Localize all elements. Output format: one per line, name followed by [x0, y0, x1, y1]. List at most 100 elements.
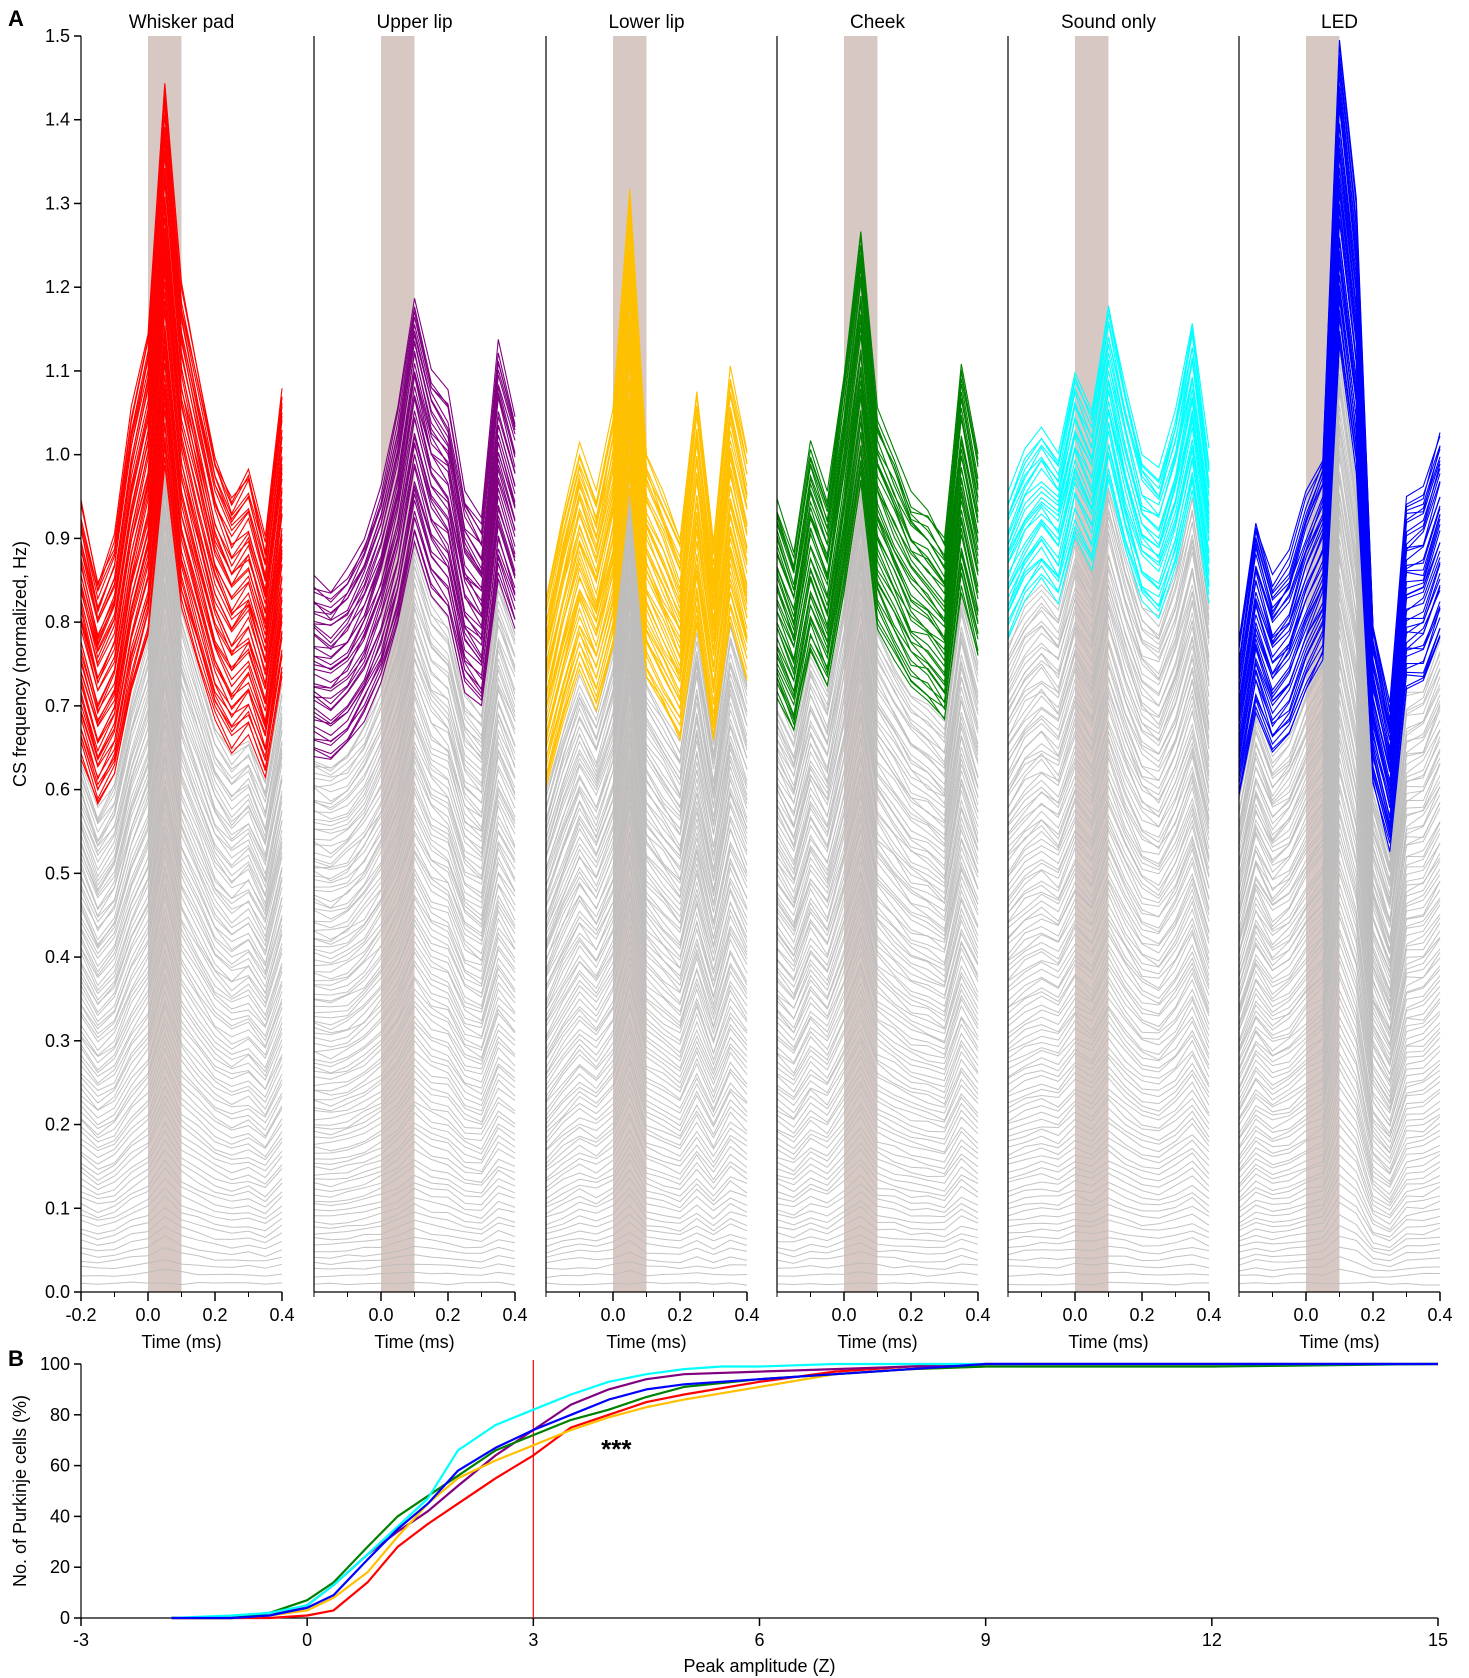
response-trace: [80, 154, 283, 624]
baseline-trace: [1007, 1245, 1210, 1256]
baseline-trace: [313, 780, 516, 931]
baseline-trace: [776, 880, 979, 1010]
baseline-trace: [776, 935, 979, 1049]
response-trace: [545, 406, 748, 740]
baseline-trace: [80, 817, 283, 1014]
baseline-trace: [313, 740, 516, 903]
baseline-trace: [545, 831, 748, 1006]
subplot-title: Upper lip: [376, 12, 452, 33]
baseline-trace: [80, 1003, 283, 1126]
baseline-trace: [80, 955, 283, 1092]
baseline-trace: [80, 1101, 283, 1182]
baseline-trace: [1007, 862, 1210, 945]
response-trace: [545, 292, 748, 675]
baseline-trace: [1238, 892, 1441, 1105]
baseline-trace: [80, 1075, 283, 1165]
baseline-trace: [80, 1094, 283, 1176]
baseline-trace: [776, 629, 979, 829]
baseline-trace: [545, 902, 748, 1050]
baseline-trace: [1007, 975, 1210, 1039]
baseline-trace: [776, 737, 979, 908]
baseline-trace: [545, 700, 748, 927]
response-trace: [545, 197, 748, 612]
baseline-trace: [1007, 1037, 1210, 1085]
b-x-tick-label: 15: [1428, 1630, 1448, 1650]
baseline-trace: [776, 847, 979, 982]
baseline-trace: [1238, 1052, 1441, 1175]
baseline-trace: [545, 1158, 748, 1208]
response-trace: [80, 241, 283, 680]
baseline-trace: [313, 1197, 516, 1225]
baseline-trace: [80, 591, 283, 887]
baseline-trace: [1238, 1107, 1441, 1204]
x-tick-label: -0.2: [65, 1305, 96, 1325]
baseline-trace: [776, 951, 979, 1054]
baseline-trace: [776, 1158, 979, 1198]
baseline-trace: [313, 719, 516, 884]
response-trace: [776, 432, 979, 694]
baseline-trace: [313, 849, 516, 980]
baseline-trace: [80, 524, 283, 847]
x-tick-label: 0.0: [1062, 1305, 1087, 1325]
baseline-trace: [80, 614, 283, 894]
baseline-trace: [1007, 933, 1210, 1009]
response-trace: [313, 481, 516, 722]
baseline-trace: [545, 916, 748, 1060]
baseline-trace: [545, 1092, 748, 1168]
baseline-trace: [776, 651, 979, 846]
baseline-trace: [80, 1207, 283, 1241]
baseline-trace: [776, 789, 979, 944]
baseline-trace: [1007, 912, 1210, 982]
response-trace: [313, 436, 516, 689]
baseline-trace: [545, 765, 748, 960]
x-axis-label: Time (ms): [606, 1332, 686, 1352]
baseline-trace: [1238, 1015, 1441, 1160]
baseline-trace: [776, 576, 979, 796]
response-trace: [545, 189, 748, 600]
baseline-trace: [80, 1057, 283, 1152]
baseline-trace: [545, 984, 748, 1101]
baseline-trace: [545, 1128, 748, 1189]
baseline-trace: [1007, 784, 1210, 886]
baseline-trace: [313, 1281, 516, 1286]
baseline-trace: [80, 724, 283, 960]
baseline-trace: [1007, 1008, 1210, 1063]
baseline-trace: [80, 888, 283, 1057]
subplot-0: -0.2 0.0 0.2 0.4 Time (ms) Whisker pad: [65, 12, 294, 1352]
baseline-trace: [80, 629, 283, 899]
response-trace: [80, 172, 283, 637]
y-tick-label: 0.7: [45, 696, 70, 716]
baseline-trace: [1007, 516, 1210, 669]
baseline-trace: [776, 670, 979, 867]
baseline-trace: [776, 1163, 979, 1203]
baseline-trace: [1007, 1057, 1210, 1104]
baseline-trace: [776, 610, 979, 814]
baseline-trace: [545, 1152, 748, 1205]
baseline-trace: [545, 1144, 748, 1200]
baseline-trace: [545, 1061, 748, 1150]
baseline-trace: [1007, 981, 1210, 1045]
baseline-trace: [313, 1104, 516, 1160]
baseline-trace: [313, 977, 516, 1074]
baseline-trace: [545, 1193, 748, 1230]
response-trace: [313, 463, 516, 710]
baseline-trace: [313, 645, 516, 831]
panel-label-a: A: [8, 6, 24, 31]
baseline-trace: [313, 1148, 516, 1193]
baseline-trace: [1238, 1144, 1441, 1219]
baseline-trace: [1007, 1005, 1210, 1059]
baseline-trace: [776, 758, 979, 928]
baseline-trace: [776, 860, 979, 996]
baseline-trace: [80, 1064, 283, 1159]
baseline-trace: [1238, 1255, 1441, 1272]
response-trace: [1238, 237, 1441, 794]
response-trace: [545, 322, 748, 698]
baseline-trace: [776, 689, 979, 876]
baseline-trace: [776, 738, 979, 909]
baseline-trace: [80, 536, 283, 843]
baseline-trace: [1007, 967, 1210, 1034]
baseline-trace: [1007, 872, 1210, 955]
baseline-trace: [776, 812, 979, 958]
cdf-series-line: [171, 1362, 1438, 1620]
baseline-trace: [1007, 1107, 1210, 1142]
